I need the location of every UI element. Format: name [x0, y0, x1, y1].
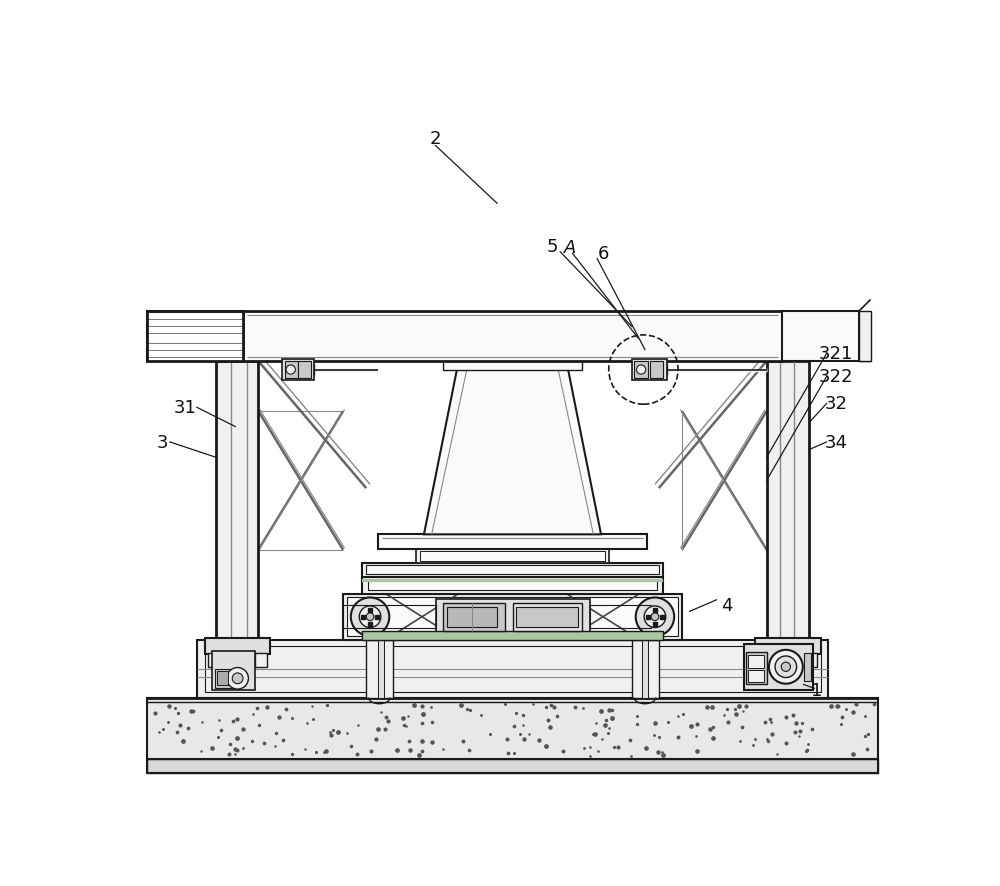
Circle shape	[351, 598, 389, 636]
Circle shape	[286, 366, 295, 375]
Bar	[447, 607, 497, 627]
Text: 5: 5	[547, 237, 558, 255]
Bar	[782, 312, 859, 361]
Bar	[239, 653, 251, 667]
Text: 32: 32	[824, 395, 847, 413]
Bar	[205, 639, 270, 654]
Bar	[805, 653, 817, 667]
Bar	[368, 581, 657, 590]
Polygon shape	[378, 535, 647, 549]
Bar	[512, 603, 582, 631]
Bar	[859, 312, 871, 361]
Bar	[147, 312, 243, 361]
Text: A: A	[564, 239, 576, 257]
Bar	[590, 605, 651, 628]
Bar	[642, 640, 648, 698]
Text: 322: 322	[819, 368, 853, 386]
Bar	[420, 552, 605, 561]
Circle shape	[636, 598, 674, 636]
Bar	[216, 361, 258, 640]
Text: 6: 6	[598, 245, 609, 263]
Bar	[436, 599, 590, 634]
Bar	[748, 656, 764, 668]
Bar	[212, 651, 255, 690]
Bar	[748, 670, 764, 682]
Bar	[282, 360, 314, 381]
Bar	[378, 640, 384, 698]
Bar	[255, 653, 267, 667]
Bar	[215, 669, 233, 688]
Polygon shape	[424, 361, 601, 535]
Circle shape	[781, 663, 790, 672]
Bar	[443, 361, 582, 371]
Circle shape	[359, 606, 381, 628]
Text: 3: 3	[156, 433, 168, 452]
Bar	[298, 361, 311, 378]
Bar	[443, 603, 505, 631]
Circle shape	[227, 668, 248, 689]
Bar	[285, 361, 298, 378]
Bar	[224, 653, 236, 667]
Bar	[516, 607, 578, 627]
Bar	[205, 646, 820, 692]
Bar	[197, 640, 828, 698]
Bar	[343, 605, 436, 628]
Bar	[767, 361, 809, 640]
Bar	[362, 563, 663, 577]
Bar	[217, 672, 228, 686]
Bar	[366, 640, 393, 698]
Bar	[147, 698, 878, 759]
Bar	[774, 653, 787, 667]
Text: 1: 1	[811, 681, 822, 699]
Bar	[347, 598, 678, 636]
Bar	[804, 653, 811, 680]
Circle shape	[232, 673, 243, 684]
Bar	[746, 652, 767, 685]
Bar	[147, 759, 878, 773]
Bar	[366, 565, 659, 575]
Text: 321: 321	[819, 345, 853, 363]
Bar	[147, 759, 878, 773]
Bar	[362, 579, 663, 582]
Bar	[632, 640, 659, 698]
Bar	[243, 312, 782, 361]
Circle shape	[636, 366, 646, 375]
Text: 31: 31	[174, 399, 197, 416]
Bar	[650, 361, 663, 378]
Bar	[744, 644, 813, 690]
Bar	[755, 639, 821, 654]
Bar	[759, 653, 771, 667]
Text: 34: 34	[824, 433, 847, 452]
Circle shape	[769, 650, 803, 684]
Circle shape	[366, 613, 374, 621]
Bar	[208, 653, 221, 667]
Circle shape	[651, 613, 659, 621]
Circle shape	[775, 657, 797, 678]
Bar	[634, 361, 648, 378]
Bar	[362, 577, 663, 594]
Bar	[632, 360, 666, 381]
Bar	[790, 653, 802, 667]
Circle shape	[644, 606, 666, 628]
Bar	[362, 631, 663, 640]
Bar	[416, 549, 609, 563]
Bar	[343, 594, 682, 640]
Text: 2: 2	[430, 129, 441, 148]
Bar	[147, 312, 243, 361]
Text: 4: 4	[721, 596, 732, 615]
